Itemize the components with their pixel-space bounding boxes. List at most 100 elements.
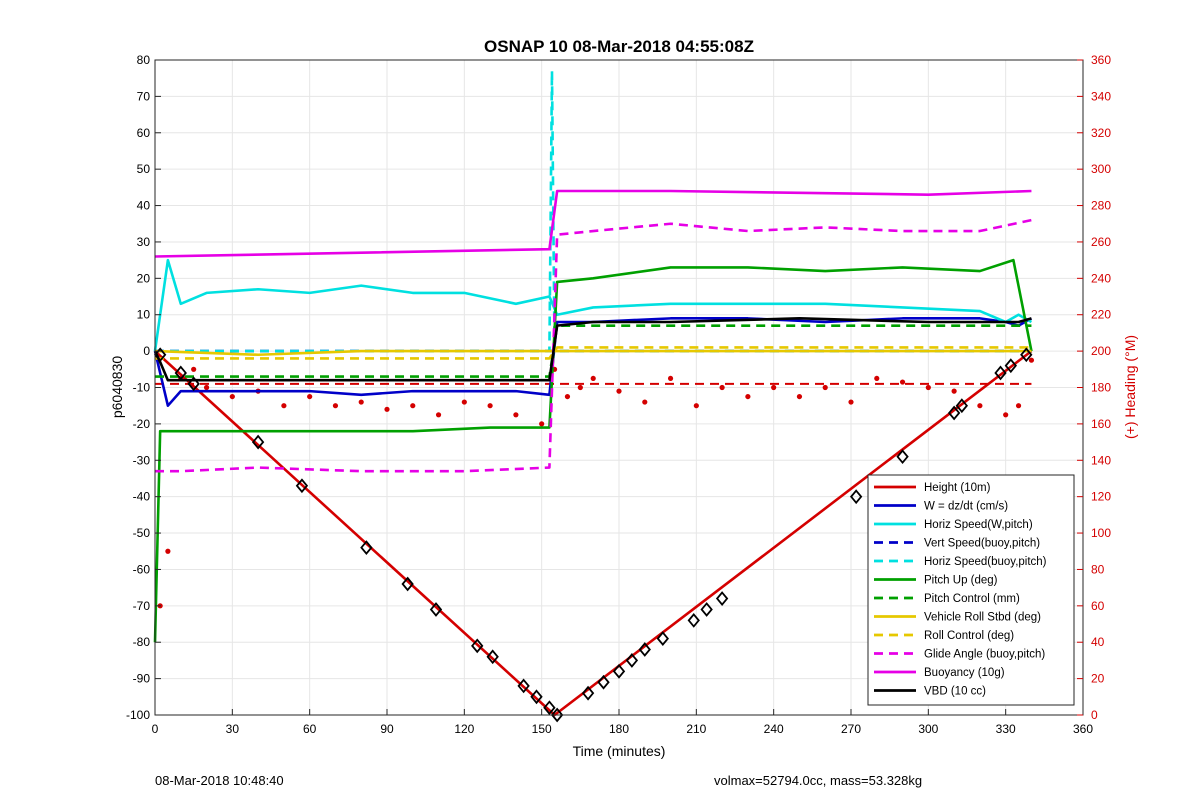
heading-point	[1028, 357, 1035, 363]
x-tick-label: 120	[454, 722, 474, 736]
heading-point	[616, 388, 622, 394]
heading-point	[191, 366, 197, 372]
y-axis-label: p6040830	[109, 356, 125, 419]
y-tick-label: -50	[133, 526, 151, 540]
depth-marker	[517, 678, 530, 694]
heading-point	[539, 421, 545, 427]
depth-marker	[955, 398, 969, 414]
x-tick-label: 210	[686, 722, 706, 736]
heading-point	[332, 403, 339, 409]
y-tick-label: 10	[137, 308, 151, 322]
depth-marker	[530, 689, 543, 705]
x-axis-label: Time (minutes)	[573, 743, 666, 759]
series-line-9	[155, 218, 1032, 473]
legend-entry: Vert Speed(buoy,pitch)	[924, 538, 1040, 550]
heading-point	[513, 412, 519, 418]
depth-marker	[700, 602, 713, 617]
y-right-tick-label: 180	[1091, 381, 1111, 395]
legend-entry: Buoyancy (10g)	[924, 667, 1005, 679]
y-tick-label: 50	[137, 162, 151, 176]
depth-marker	[486, 649, 499, 665]
y-right-tick-label: 200	[1091, 344, 1111, 358]
depth-marker	[429, 602, 443, 617]
heading-point	[899, 379, 906, 385]
heading-point	[410, 403, 416, 409]
heading-point	[925, 384, 931, 391]
y-right-tick-label: 60	[1091, 599, 1105, 613]
legend-entry: Height (10m)	[924, 482, 991, 494]
heading-point	[951, 388, 957, 394]
y-tick-label: 30	[137, 235, 151, 249]
depth-marker	[896, 449, 909, 465]
heading-point	[642, 399, 648, 405]
y-tick-label: -100	[126, 708, 150, 722]
y-tick-label: 60	[137, 126, 151, 140]
y-right-tick-label: 40	[1091, 635, 1105, 649]
depth-marker	[360, 540, 373, 556]
legend-entry: Horiz Speed(W,pitch)	[924, 519, 1033, 531]
legend-entry: W = dz/dt (cm/s)	[924, 501, 1008, 513]
x-tick-label: 300	[918, 722, 938, 736]
y-tick-label: -10	[133, 381, 151, 395]
x-tick-label: 90	[380, 722, 394, 736]
y-right-tick-label: 280	[1091, 199, 1111, 213]
heading-point	[461, 399, 467, 405]
depth-marker	[638, 642, 651, 657]
y-tick-label: -70	[133, 599, 151, 613]
depth-marker	[187, 376, 200, 392]
legend-box	[867, 474, 1075, 706]
x-tick-label: 270	[841, 722, 861, 736]
x-tick-label: 330	[996, 722, 1016, 736]
heading-point	[848, 399, 854, 405]
x-tick-label: 240	[764, 722, 784, 736]
y-right-tick-label: 160	[1091, 417, 1111, 431]
x-tick-label: 150	[532, 722, 552, 736]
y-right-tick-label: 20	[1091, 672, 1105, 686]
series-line-8	[155, 346, 1032, 360]
y-axis-right-label: (+) Heading (°M)	[1122, 335, 1138, 439]
legend-entry: Pitch Up (deg)	[924, 575, 998, 587]
depth-marker	[295, 478, 309, 494]
legend-entry: Roll Control (deg)	[924, 630, 1014, 642]
heading-point	[577, 384, 583, 391]
y-tick-label: 70	[137, 89, 151, 103]
depth-marker	[947, 405, 961, 421]
heading-point	[1015, 403, 1022, 409]
heading-point	[693, 403, 699, 409]
heading-point	[487, 403, 493, 409]
series-line-5	[153, 258, 1033, 643]
y-tick-label: -30	[133, 453, 151, 467]
heading-point	[977, 403, 983, 409]
heading-point	[165, 548, 171, 554]
legend-entry: Pitch Control (mm)	[924, 593, 1020, 605]
depth-marker	[687, 612, 700, 628]
depth-marker	[251, 434, 265, 450]
heading-point	[771, 384, 777, 391]
series-line-11	[153, 317, 1032, 382]
y-right-tick-label: 0	[1091, 708, 1098, 722]
depth-marker	[849, 489, 863, 505]
x-tick-label: 180	[609, 722, 629, 736]
heading-point	[822, 384, 828, 391]
depth-marker	[656, 631, 669, 646]
depth-marker	[994, 365, 1007, 381]
y-right-tick-label: 140	[1091, 453, 1111, 467]
y-tick-label: 80	[137, 53, 151, 67]
heading-point	[1003, 412, 1009, 418]
footer-info: volmax=52794.0cc, mass=53.328kg	[714, 773, 923, 788]
y-tick-label: -60	[133, 562, 151, 576]
heading-point	[719, 384, 725, 391]
heading-point	[229, 393, 235, 400]
legend-entry: VBD (10 cc)	[924, 686, 986, 698]
depth-marker	[471, 638, 484, 654]
heading-point	[307, 393, 313, 400]
y-right-tick-label: 220	[1091, 308, 1111, 322]
heading-point	[874, 375, 880, 382]
y-right-tick-label: 100	[1091, 526, 1111, 540]
x-tick-label: 0	[152, 722, 159, 736]
heading-point	[796, 393, 803, 400]
depth-marker	[1004, 358, 1017, 374]
y-right-tick-label: 340	[1091, 89, 1111, 103]
heading-point	[564, 393, 571, 400]
x-tick-label: 30	[226, 722, 240, 736]
